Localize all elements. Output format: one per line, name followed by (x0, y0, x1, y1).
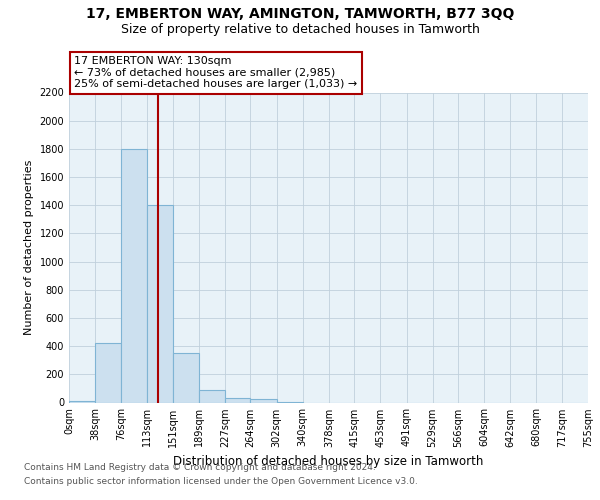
Text: Contains public sector information licensed under the Open Government Licence v3: Contains public sector information licen… (24, 477, 418, 486)
Bar (121, 149, 146, 403)
Bar (146, 205, 173, 402)
Text: Size of property relative to detached houses in Tamworth: Size of property relative to detached ho… (121, 22, 479, 36)
Bar (225, 398, 250, 402)
Bar (173, 353, 199, 403)
Bar (69, 401, 95, 402)
Bar (199, 390, 225, 402)
X-axis label: Distribution of detached houses by size in Tamworth: Distribution of detached houses by size … (173, 455, 484, 468)
Text: Contains HM Land Registry data © Crown copyright and database right 2024.: Contains HM Land Registry data © Crown c… (24, 464, 376, 472)
Bar (95, 344, 121, 402)
Y-axis label: Number of detached properties: Number of detached properties (24, 160, 34, 335)
Bar (250, 399, 277, 402)
Text: 17, EMBERTON WAY, AMINGTON, TAMWORTH, B77 3QQ: 17, EMBERTON WAY, AMINGTON, TAMWORTH, B7… (86, 8, 514, 22)
Text: 17 EMBERTON WAY: 130sqm
← 73% of detached houses are smaller (2,985)
25% of semi: 17 EMBERTON WAY: 130sqm ← 73% of detache… (74, 56, 358, 90)
